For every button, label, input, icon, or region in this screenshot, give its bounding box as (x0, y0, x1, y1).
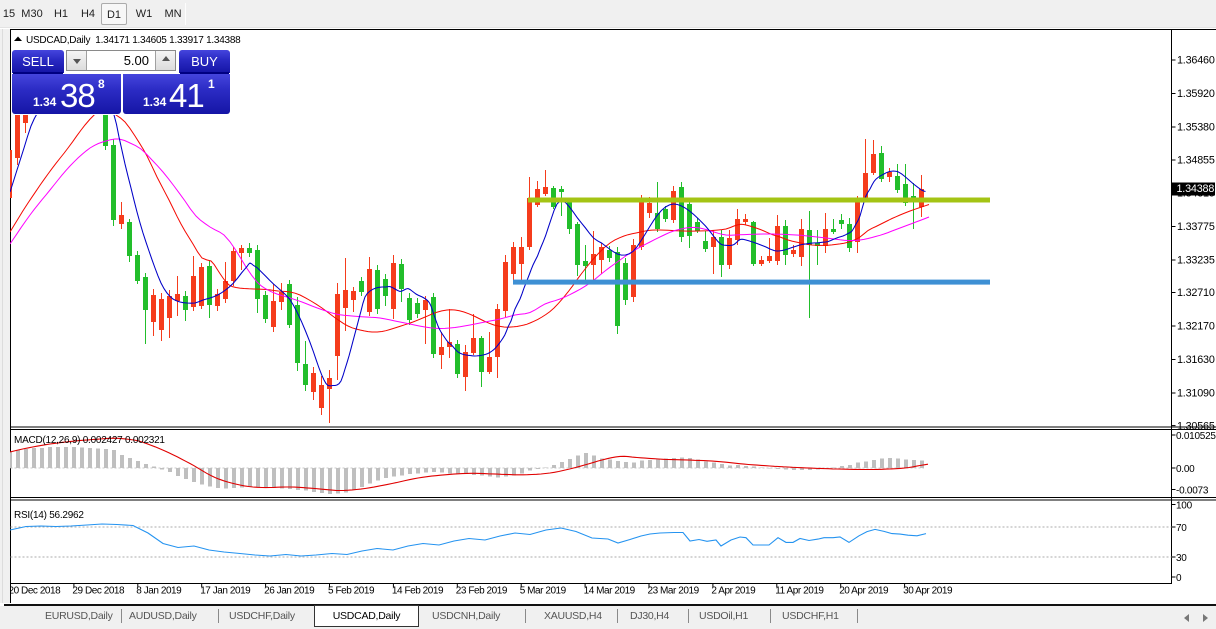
svg-text:1.35920: 1.35920 (1177, 88, 1215, 100)
svg-text:1.32710: 1.32710 (1177, 287, 1215, 299)
svg-text:30: 30 (1176, 553, 1187, 564)
svg-text:8 Jan 2019: 8 Jan 2019 (136, 586, 182, 597)
svg-text:0.010525: 0.010525 (1176, 431, 1216, 442)
svg-text:1.33235: 1.33235 (1177, 255, 1215, 267)
svg-text:5 Feb 2019: 5 Feb 2019 (328, 586, 375, 597)
svg-text:1.36460: 1.36460 (1177, 55, 1215, 67)
svg-text:29 Dec 2018: 29 Dec 2018 (72, 586, 125, 597)
svg-text:0: 0 (1176, 573, 1182, 584)
svg-text:RSI(14) 56.2962: RSI(14) 56.2962 (14, 510, 84, 521)
svg-text:1.35380: 1.35380 (1177, 122, 1215, 134)
svg-text:5 Mar 2019: 5 Mar 2019 (520, 586, 567, 597)
svg-text:2 Apr 2019: 2 Apr 2019 (711, 586, 756, 597)
svg-text:23 Mar 2019: 23 Mar 2019 (648, 586, 700, 597)
svg-text:70: 70 (1176, 523, 1187, 534)
svg-text:1.34388: 1.34388 (1177, 183, 1215, 195)
svg-text:20 Dec 2018: 20 Dec 2018 (9, 586, 62, 597)
svg-text:100: 100 (1176, 501, 1193, 512)
svg-text:1.30565: 1.30565 (1177, 420, 1215, 432)
svg-text:-0.0073: -0.0073 (1176, 486, 1209, 497)
svg-text:17 Jan 2019: 17 Jan 2019 (200, 586, 251, 597)
svg-text:14 Feb 2019: 14 Feb 2019 (392, 586, 444, 597)
svg-text:1.31630: 1.31630 (1177, 354, 1215, 366)
svg-text:1.31090: 1.31090 (1177, 388, 1215, 400)
svg-text:0.00: 0.00 (1176, 464, 1195, 475)
svg-text:23 Feb 2019: 23 Feb 2019 (456, 586, 508, 597)
svg-text:11 Apr 2019: 11 Apr 2019 (775, 586, 824, 597)
svg-text:30 Apr 2019: 30 Apr 2019 (903, 586, 953, 597)
svg-text:1.33775: 1.33775 (1177, 221, 1215, 233)
svg-text:20 Apr 2019: 20 Apr 2019 (839, 586, 889, 597)
svg-text:1.34855: 1.34855 (1177, 155, 1215, 167)
svg-text:14 Mar 2019: 14 Mar 2019 (584, 586, 636, 597)
svg-text:USDCAD,Daily 1.34171 1.34605: USDCAD,Daily 1.34171 1.34605 1.33917 1.3… (26, 35, 241, 46)
svg-text:1.32170: 1.32170 (1177, 321, 1215, 333)
svg-text:26 Jan 2019: 26 Jan 2019 (264, 586, 315, 597)
svg-text:MACD(12,26,9) 0.002427 0.00232: MACD(12,26,9) 0.002427 0.002321 (14, 435, 165, 446)
